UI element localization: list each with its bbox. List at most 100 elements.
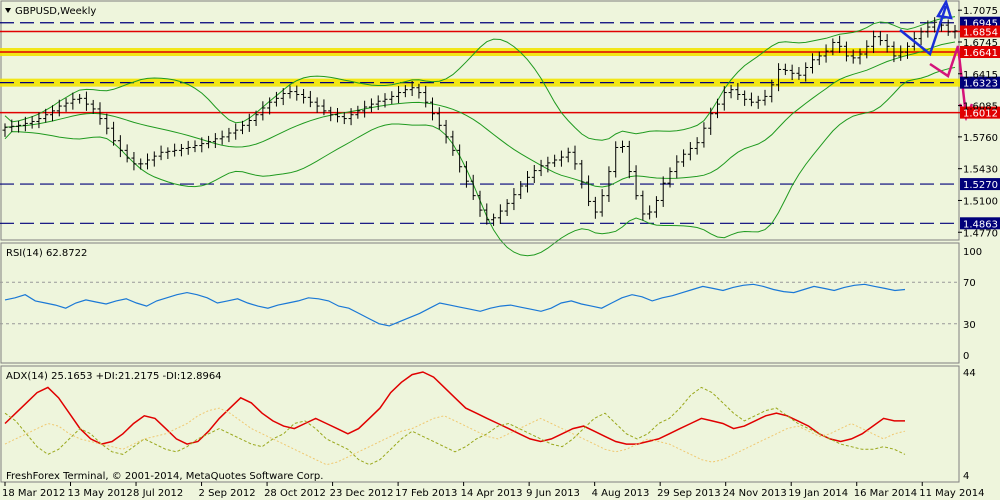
price-bar <box>165 147 171 159</box>
price-bar <box>409 81 415 97</box>
price-bar <box>511 188 517 211</box>
time-tick-1: 13 May 2012 <box>68 488 133 499</box>
time-tick-0: 18 Mar 2012 <box>2 488 65 499</box>
price-bar <box>192 140 198 153</box>
price-bar <box>681 149 687 167</box>
price-bar <box>721 86 727 111</box>
price-bar <box>653 196 659 218</box>
rsi-pane-title: RSI(14) 62.8722 <box>6 248 87 259</box>
price-bar <box>56 99 62 117</box>
collapse-triangle-icon[interactable] <box>5 8 11 13</box>
price-bar <box>470 174 476 200</box>
price-tick-6: 1.5100 <box>963 196 998 207</box>
price-bar <box>850 49 856 64</box>
price-bar <box>9 119 15 132</box>
adx-minus-di-line <box>4 407 906 466</box>
time-tick-2: 8 Jul 2012 <box>133 488 183 499</box>
price-bar <box>776 63 782 92</box>
price-bar <box>131 151 137 171</box>
price-bar <box>586 175 592 207</box>
price-bar <box>857 48 863 65</box>
price-tick-7: 1.4770 <box>963 228 998 239</box>
time-tick-7: 14 Apr 2013 <box>461 488 523 499</box>
price-bar <box>97 102 103 125</box>
price-bar <box>796 67 802 80</box>
adx-tick-1: 4 <box>963 471 969 482</box>
price-bar <box>891 41 897 63</box>
time-tick-6: 17 Feb 2013 <box>395 488 457 499</box>
price-bar <box>450 130 456 156</box>
price-tick-3: 1.6085 <box>963 102 998 113</box>
price-bar <box>558 150 564 167</box>
price-bar <box>294 85 300 101</box>
price-bar <box>206 135 212 149</box>
price-tick-4: 1.5760 <box>963 133 998 144</box>
price-bar <box>769 79 775 103</box>
price-bar <box>477 190 483 217</box>
price-bar <box>626 140 632 179</box>
price-bar <box>355 105 361 119</box>
adx-axis: 444 <box>963 368 976 482</box>
price-bar <box>226 127 232 143</box>
price-bar <box>436 107 442 130</box>
price-bar <box>843 41 849 62</box>
price-bar <box>314 97 320 113</box>
price-bar <box>138 158 144 170</box>
price-bar <box>185 140 191 155</box>
price-bar <box>674 155 680 179</box>
price-bar <box>484 203 490 225</box>
level-badge-2 <box>960 46 1000 59</box>
level-label-1: 1.6854 <box>963 27 998 38</box>
price-bar <box>158 145 164 161</box>
price-tick-5: 1.5430 <box>963 165 998 176</box>
price-bar <box>368 98 374 113</box>
rsi-tick-1: 70 <box>963 278 976 289</box>
price-bar <box>83 91 89 111</box>
level-badge-6 <box>960 217 1000 230</box>
price-bar <box>29 116 35 129</box>
price-bar <box>613 141 619 178</box>
price-bar <box>525 170 530 193</box>
price-bar <box>667 167 673 188</box>
price-bar <box>694 137 700 155</box>
adx-tick-0: 44 <box>963 368 976 379</box>
price-bar <box>748 92 754 107</box>
price-bar <box>43 108 49 123</box>
level-badge-5 <box>960 178 1000 191</box>
price-bar <box>830 38 836 56</box>
price-bar <box>633 165 639 200</box>
price-bar <box>871 30 877 54</box>
price-bar <box>918 27 924 46</box>
level-label-3: 1.6323 <box>963 79 998 90</box>
time-tick-4: 28 Oct 2012 <box>264 488 326 499</box>
price-bar <box>16 120 22 133</box>
adx-line <box>4 371 905 445</box>
bollinger-middle <box>4 41 956 188</box>
price-tick-2: 1.6415 <box>963 70 998 81</box>
price-bar <box>837 35 843 53</box>
price-bar <box>491 213 497 226</box>
level-label-0: 1.6945 <box>963 19 998 30</box>
price-bar <box>877 31 883 46</box>
rsi-tick-3: 0 <box>963 351 969 362</box>
price-bar <box>504 199 510 216</box>
price-bar <box>90 99 96 114</box>
price-bar <box>328 106 334 122</box>
price-bar <box>545 156 551 173</box>
price-bar <box>816 51 822 66</box>
price-bar <box>660 176 666 207</box>
rsi-tick-0: 100 <box>963 247 982 258</box>
price-bar <box>810 53 815 74</box>
level-label-2: 1.6641 <box>963 48 998 59</box>
price-bar <box>77 94 83 104</box>
price-bar <box>945 19 951 36</box>
time-tick-12: 19 Jan 2014 <box>788 488 848 499</box>
price-bar <box>402 85 408 98</box>
copyright-text: FreshForex Terminal, © 2001-2014, MetaQu… <box>6 471 323 482</box>
price-bar <box>620 140 625 153</box>
price-pane-title: GBPUSD,Weekly <box>15 6 96 17</box>
price-bar <box>111 121 117 146</box>
rsi-axis: 100 70 30 0 <box>963 247 982 362</box>
